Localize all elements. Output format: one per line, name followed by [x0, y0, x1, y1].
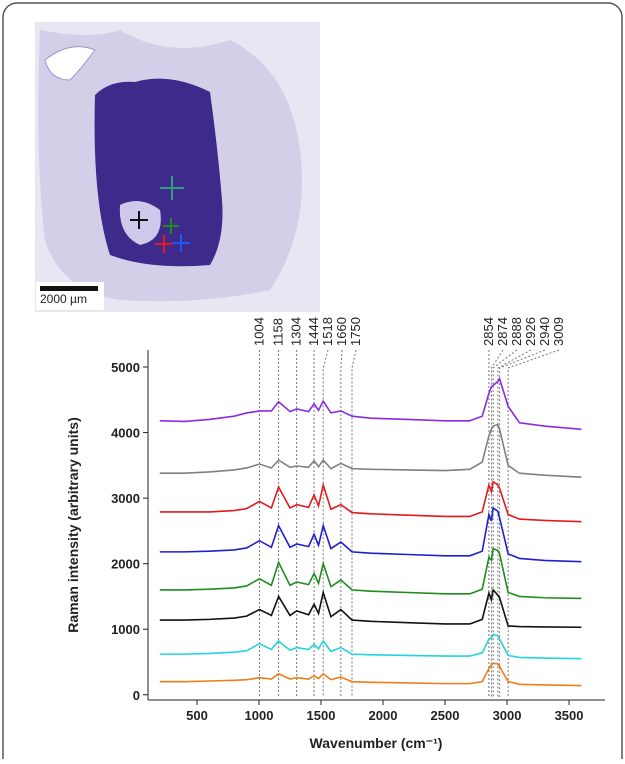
peak-line [507, 349, 560, 697]
y-axis-label: Raman intensity (arbitrary units) [65, 417, 81, 633]
peak-line [497, 349, 532, 697]
peak-label: 2926 [523, 317, 538, 346]
x-tick-label: 3500 [555, 708, 584, 723]
spectrum-line [159, 423, 582, 478]
tumor-region [94, 78, 223, 267]
x-tick-label: 3000 [493, 708, 522, 723]
spectrum-line [159, 376, 582, 431]
peak-line [340, 349, 343, 697]
peak-line [499, 349, 546, 697]
peak-line [492, 349, 518, 697]
spectrum-line [159, 480, 582, 523]
peak-label: 1444 [306, 317, 321, 346]
x-tick-label: 1000 [245, 708, 274, 723]
tumor-hole [119, 201, 161, 245]
peak-label: 1660 [334, 317, 349, 346]
scale-bar [40, 286, 98, 291]
peak-label: 1004 [251, 317, 266, 346]
peak-label: 2888 [509, 317, 524, 346]
y-tick-label: 3000 [111, 491, 140, 506]
peak-line [322, 349, 329, 697]
x-axis-label: Wavenumber (cm⁻¹) [310, 735, 443, 751]
peak-label: 1158 [271, 318, 286, 346]
cavity [44, 46, 96, 81]
spectrum-line [159, 547, 582, 600]
micrograph: 2000 µm [35, 22, 320, 312]
peak-line [351, 349, 357, 697]
y-tick-label: 5000 [111, 360, 140, 375]
x-tick-label: 500 [186, 708, 208, 723]
spectrum-line [159, 662, 582, 687]
scale-bar-label: 2000 µm [40, 292, 87, 306]
y-tick-label: 4000 [111, 426, 140, 441]
spectrum-line [159, 633, 582, 660]
y-tick-label: 1000 [111, 622, 140, 637]
peak-label: 2854 [481, 317, 496, 346]
spectrum-line [159, 588, 582, 629]
peak-label: 1750 [348, 317, 363, 346]
x-tick-label: 2000 [369, 708, 398, 723]
peak-label: 2940 [537, 317, 552, 346]
crosses [130, 176, 190, 253]
peak-line [490, 349, 504, 697]
x-tick-label: 1500 [307, 708, 336, 723]
y-tick-label: 2000 [111, 557, 140, 572]
peak-label: 1518 [320, 317, 335, 346]
peak-label: 2874 [495, 317, 510, 346]
peak-label: 3009 [551, 317, 566, 346]
y-tick-label: 0 [133, 688, 140, 703]
peak-label: 1304 [289, 317, 304, 346]
x-tick-label: 2500 [431, 708, 460, 723]
spectrum-line [159, 506, 582, 563]
